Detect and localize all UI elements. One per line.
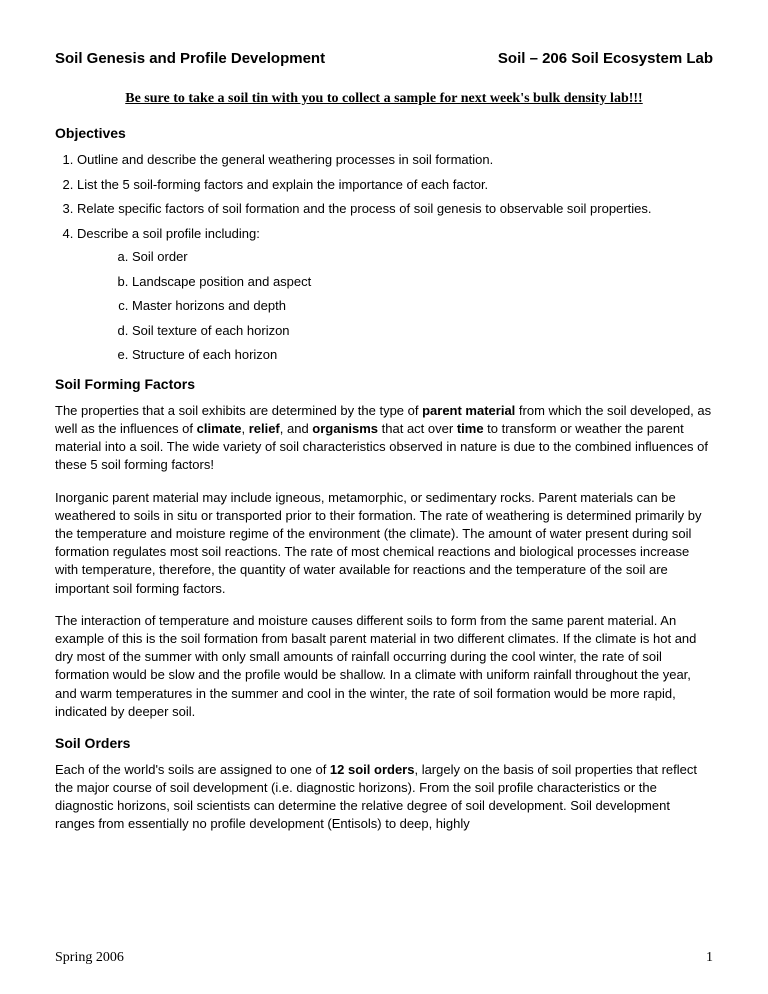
bold-term: climate [197,421,242,436]
sub-item: Master horizons and depth [132,297,713,315]
bold-term: 12 soil orders [330,762,415,777]
header-title-left: Soil Genesis and Profile Development [55,50,325,67]
notice-line: Be sure to take a soil tin with you to c… [55,91,713,107]
bold-term: relief [249,421,280,436]
footer-left: Spring 2006 [55,950,124,966]
text-run: The properties that a soil exhibits are … [55,403,422,418]
text-run: that act over [378,421,457,436]
objective-item: Outline and describe the general weather… [77,151,713,169]
page-footer: Spring 2006 1 [55,950,713,966]
sff-paragraph-3: The interaction of temperature and moist… [55,612,713,721]
header-row: Soil Genesis and Profile Development Soi… [55,50,713,67]
sub-item: Soil order [132,248,713,266]
objective-item-text: Describe a soil profile including: [77,226,260,241]
orders-heading: Soil Orders [55,735,713,751]
text-run: , and [280,421,313,436]
sub-item: Landscape position and aspect [132,273,713,291]
text-run: , [241,421,248,436]
objective-item: Describe a soil profile including: Soil … [77,225,713,364]
sff-heading: Soil Forming Factors [55,376,713,392]
objectives-list: Outline and describe the general weather… [55,151,713,364]
footer-page-number: 1 [706,950,713,966]
bold-term: time [457,421,484,436]
objective-item: List the 5 soil-forming factors and expl… [77,176,713,194]
header-title-right: Soil – 206 Soil Ecosystem Lab [498,50,713,67]
text-run: Each of the world's soils are assigned t… [55,762,330,777]
objectives-heading: Objectives [55,125,713,141]
objective-item: Relate specific factors of soil formatio… [77,200,713,218]
sub-item: Soil texture of each horizon [132,322,713,340]
bold-term: parent material [422,403,515,418]
sub-item: Structure of each horizon [132,346,713,364]
bold-term: organisms [312,421,378,436]
document-page: Soil Genesis and Profile Development Soi… [0,0,768,994]
orders-paragraph-1: Each of the world's soils are assigned t… [55,761,713,834]
sff-paragraph-1: The properties that a soil exhibits are … [55,402,713,475]
sff-paragraph-2: Inorganic parent material may include ig… [55,489,713,598]
objective-sublist: Soil order Landscape position and aspect… [77,248,713,364]
